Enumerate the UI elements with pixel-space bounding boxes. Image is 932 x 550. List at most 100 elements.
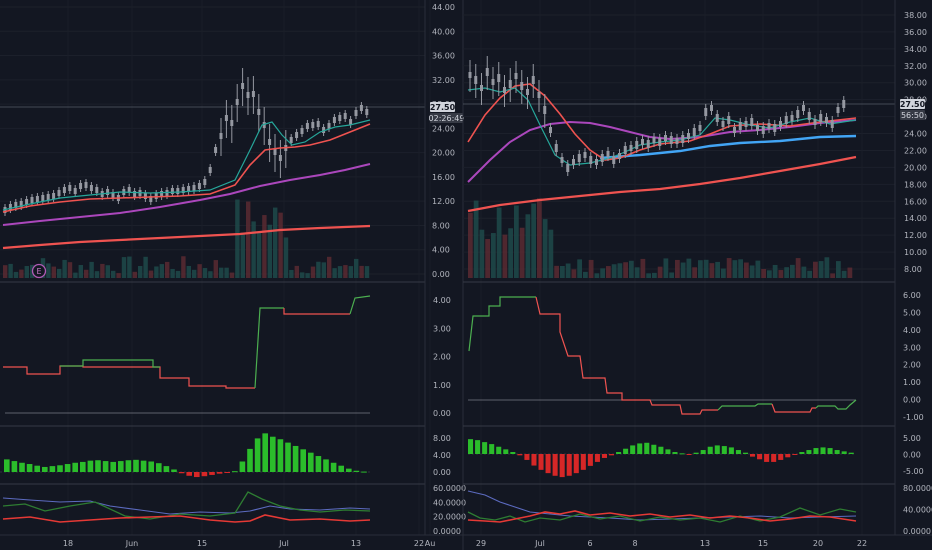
histogram-bar bbox=[623, 448, 629, 454]
candle-body bbox=[773, 124, 777, 132]
candle-body bbox=[503, 87, 506, 93]
right-time-axis[interactable]: 29 Jul 6 8 13 15 20 22 bbox=[476, 539, 867, 548]
volume-bar bbox=[24, 266, 29, 278]
volume-bar bbox=[847, 267, 853, 278]
histogram-bar bbox=[102, 461, 109, 472]
time-label: 13 bbox=[351, 539, 361, 548]
histogram-bar bbox=[714, 445, 720, 454]
candle-body bbox=[767, 123, 771, 129]
time-label: 18 bbox=[63, 539, 73, 548]
time-label: 22 bbox=[414, 539, 424, 548]
histogram-bar bbox=[503, 449, 509, 454]
right-candlesticks[interactable] bbox=[468, 56, 846, 176]
volume-bar bbox=[698, 260, 703, 278]
candle-body bbox=[531, 76, 535, 84]
candle-body bbox=[79, 183, 83, 189]
volume-bar bbox=[525, 214, 531, 278]
volume-bar bbox=[790, 264, 795, 278]
volume-bar bbox=[657, 266, 663, 278]
histogram-bar bbox=[778, 454, 784, 460]
histogram-bar bbox=[679, 453, 685, 455]
price-tick-label: 18.00 bbox=[904, 180, 927, 189]
candle-body bbox=[526, 89, 529, 95]
histogram-bar bbox=[785, 454, 791, 458]
right-histogram bbox=[468, 439, 854, 478]
histogram-bar bbox=[239, 461, 246, 472]
candle-body bbox=[825, 117, 828, 123]
price-tick-label: 4.00 bbox=[432, 246, 450, 255]
left-chart[interactable]: E 44.0040.0036.0032.0028.0024.0020.0016.… bbox=[0, 0, 466, 548]
candle-body bbox=[338, 115, 342, 121]
candle-body bbox=[214, 147, 218, 153]
time-label: 15 bbox=[758, 539, 768, 548]
left-osc1-red-line bbox=[3, 365, 255, 389]
volume-bar bbox=[565, 263, 571, 278]
histogram-bar bbox=[330, 462, 337, 472]
volume-bar bbox=[100, 263, 105, 278]
volume-bar bbox=[240, 232, 245, 278]
candle-body bbox=[692, 128, 696, 136]
volume-bar bbox=[473, 200, 479, 278]
volume-bar bbox=[251, 221, 256, 278]
volume-bar bbox=[175, 270, 181, 278]
candle-body bbox=[779, 121, 782, 127]
histogram-bar bbox=[707, 446, 713, 454]
candle-body bbox=[491, 79, 495, 85]
price-tick-label: 36.00 bbox=[904, 28, 927, 37]
histogram-bar bbox=[26, 464, 33, 472]
right-chart[interactable]: 38.0036.0034.0032.0030.0028.0026.0024.00… bbox=[463, 0, 932, 548]
left-osc3-green-line bbox=[2, 491, 371, 520]
candle-body bbox=[273, 149, 277, 155]
candle-body bbox=[311, 122, 315, 128]
histogram-bar bbox=[270, 436, 276, 472]
volume-bar bbox=[813, 261, 818, 278]
time-label: Jun bbox=[125, 539, 139, 548]
volume-bar bbox=[278, 212, 283, 278]
time-label: 29 bbox=[476, 539, 486, 548]
histogram-bar bbox=[156, 463, 162, 472]
price-tick-label: 32.00 bbox=[432, 76, 455, 85]
volume-bar bbox=[468, 212, 473, 278]
right-moving-average-blue bbox=[599, 134, 857, 160]
volume-bar bbox=[755, 260, 761, 278]
right-moving-average-slow bbox=[467, 155, 857, 213]
candle-body bbox=[704, 108, 708, 116]
histogram-bar bbox=[728, 447, 734, 454]
candle-body bbox=[738, 122, 742, 130]
volume-bar bbox=[111, 270, 116, 278]
volume-bar bbox=[148, 270, 154, 278]
candle-body bbox=[192, 185, 196, 191]
histogram-bar bbox=[799, 452, 805, 454]
histogram-bar bbox=[630, 445, 636, 454]
left-earnings-marker[interactable]: E bbox=[31, 263, 47, 279]
histogram-bar bbox=[19, 462, 25, 472]
histogram-bar bbox=[771, 454, 777, 462]
volume-bar bbox=[778, 270, 784, 278]
volume-bar bbox=[300, 272, 305, 278]
volume-bar bbox=[67, 262, 73, 278]
candle-body bbox=[289, 137, 293, 143]
volume-bar bbox=[680, 262, 686, 278]
price-tick-label: 44.00 bbox=[432, 3, 455, 12]
candle-body bbox=[111, 192, 115, 198]
volume-bar bbox=[508, 228, 513, 278]
histogram-bar bbox=[72, 462, 78, 472]
histogram-bar bbox=[848, 452, 854, 454]
volume-bar bbox=[359, 265, 364, 278]
price-tick-label: 12.00 bbox=[904, 231, 927, 240]
left-time-axis[interactable]: 18 Jun 15 Jul 13 22 Au bbox=[63, 539, 435, 548]
histogram-bar bbox=[552, 454, 558, 476]
candle-body bbox=[268, 139, 272, 145]
candle-body bbox=[19, 201, 23, 207]
candle-body bbox=[359, 105, 363, 111]
volume-bar bbox=[606, 266, 611, 278]
candle-body bbox=[819, 114, 823, 122]
candle-body bbox=[241, 83, 245, 89]
volume-bar bbox=[611, 264, 617, 278]
candle-body bbox=[84, 182, 88, 188]
osc-tick-label: 0.00 bbox=[433, 468, 451, 477]
osc-tick-label: 3.00 bbox=[433, 324, 451, 333]
right-osc3-axis: 80.0000 40.0000 0.0000 bbox=[903, 484, 932, 536]
candle-body bbox=[246, 92, 250, 98]
osc-tick-label: 0.00 bbox=[433, 409, 451, 418]
